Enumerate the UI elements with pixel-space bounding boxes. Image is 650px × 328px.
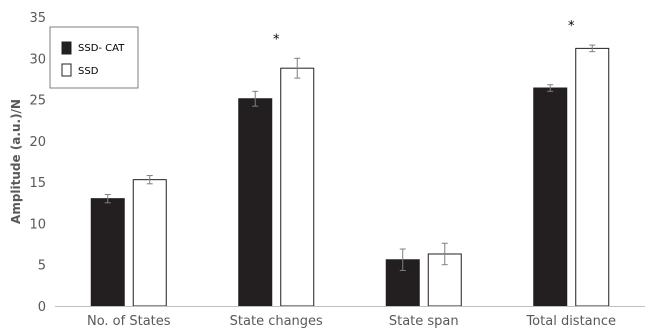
- error-bar: [294, 57, 301, 79]
- y-tick-label: 5: [38, 259, 46, 274]
- error-bar: [146, 175, 153, 185]
- y-tick-label: 30: [29, 52, 46, 67]
- legend-label-ssd: SSD: [78, 66, 99, 77]
- y-tick-label: 35: [29, 11, 46, 26]
- bar: [533, 87, 568, 307]
- y-tick-label: 10: [29, 217, 46, 232]
- bar: [575, 47, 610, 307]
- error-bars: [104, 44, 596, 271]
- legend: SSD- CAT SSD: [49, 26, 139, 89]
- x-category-label: Total distance: [525, 314, 616, 328]
- error-bar: [399, 248, 406, 271]
- legend-swatch-ssd-cat: [61, 41, 72, 55]
- error-bar: [104, 194, 111, 204]
- legend-label-ssd-cat: SSD- CAT: [78, 43, 125, 54]
- significance-markers: **: [273, 19, 575, 47]
- y-axis-ticks: 0 5 10 15 20 25 30 35: [29, 11, 46, 315]
- y-tick-label: 15: [29, 176, 46, 191]
- bar: [280, 67, 315, 307]
- x-category-label: State span: [389, 314, 459, 328]
- y-tick-label: 20: [29, 135, 46, 150]
- bar: [132, 179, 167, 307]
- x-category-label: No. of States: [87, 314, 171, 328]
- x-axis-categories: No. of States State changes State span Tota…: [87, 314, 616, 328]
- legend-box: [49, 26, 139, 89]
- error-bar: [547, 84, 554, 92]
- y-tick-label: 25: [29, 94, 46, 109]
- bar: [238, 98, 273, 307]
- significance-marker: *: [568, 19, 575, 34]
- significance-marker: *: [273, 32, 280, 47]
- error-bar: [589, 44, 596, 53]
- x-category-label: State changes: [230, 314, 323, 328]
- bar: [90, 198, 125, 307]
- y-axis-label: Amplitude (a.u.)/N: [9, 99, 23, 224]
- bars: [90, 47, 610, 307]
- y-tick-label: 0: [38, 300, 46, 315]
- error-bar: [441, 242, 448, 266]
- legend-swatch-ssd: [61, 63, 72, 77]
- error-bar: [252, 90, 259, 107]
